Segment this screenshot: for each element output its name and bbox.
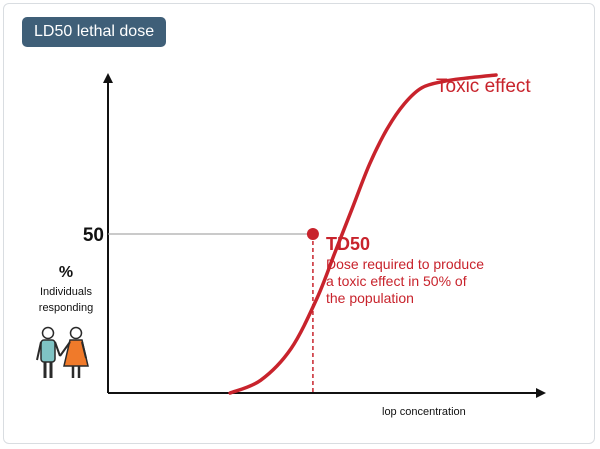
toxic-effect-curve bbox=[228, 73, 498, 395]
td50-point bbox=[306, 228, 319, 240]
td50-description-line-1: Dose required to produce bbox=[326, 256, 484, 272]
y-tick-50: 50 bbox=[83, 225, 104, 246]
chart-frame: LD50 lethal dose 50 Toxic effect TD50 Do… bbox=[3, 3, 595, 444]
chart-title-badge: LD50 lethal dose bbox=[22, 17, 167, 47]
td50-label: TD50 bbox=[326, 234, 370, 254]
y-axis-label-line-3: responding bbox=[39, 302, 93, 314]
td50-description-line-2: a toxic effect in 50% of bbox=[326, 273, 467, 289]
y-axis-label-line-1: % bbox=[59, 264, 73, 281]
td50-description-line-3: the population bbox=[326, 290, 414, 306]
chart-canvas: 50 Toxic effect TD50 Dose required to pr… bbox=[36, 73, 546, 418]
y-axis-label-line-2: Individuals bbox=[40, 286, 92, 298]
x-axis-label: lop concentration bbox=[382, 406, 466, 418]
curve-label: Toxic effect bbox=[436, 76, 531, 97]
people-icon bbox=[36, 326, 89, 378]
